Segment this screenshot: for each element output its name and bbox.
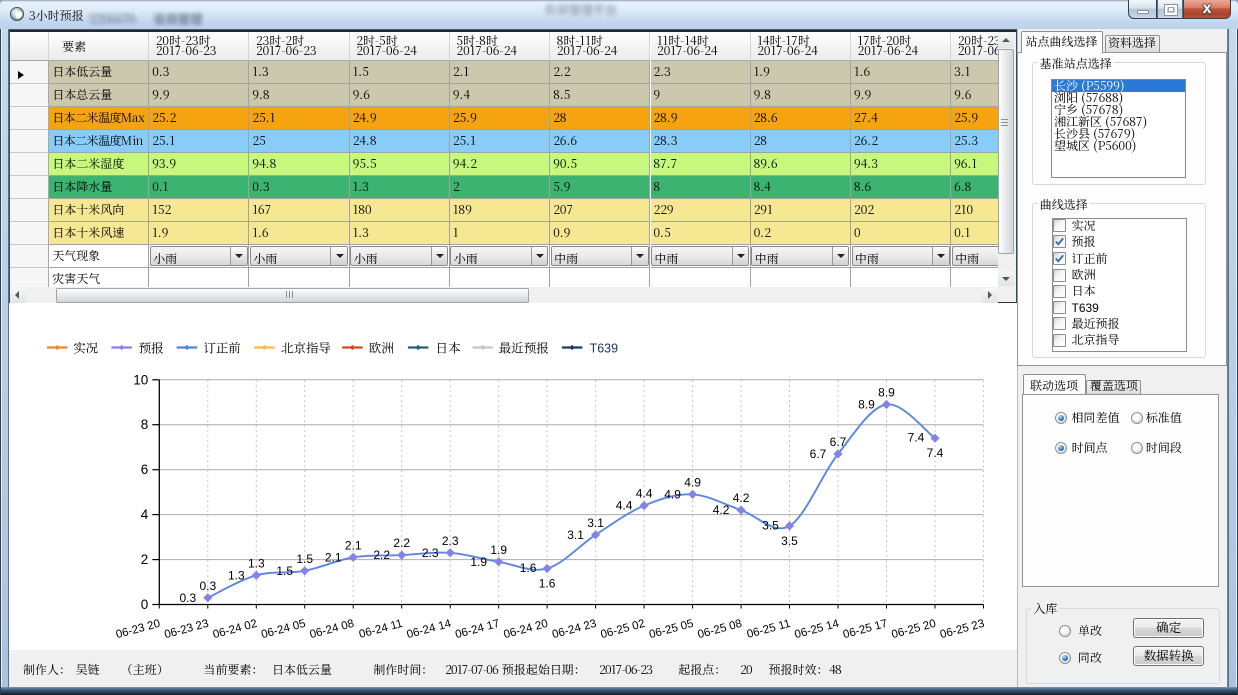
svg-text:8.9: 8.9 [858, 398, 875, 412]
svg-text:4.9: 4.9 [684, 475, 701, 489]
svg-text:北京指导: 北京指导 [281, 339, 331, 357]
svg-text:4.2: 4.2 [733, 491, 750, 505]
svg-text:2.2: 2.2 [373, 548, 390, 562]
svg-text:0.3: 0.3 [199, 579, 216, 593]
svg-text:2.1: 2.1 [325, 550, 342, 564]
svg-text:4: 4 [141, 507, 149, 522]
svg-text:日本: 日本 [436, 339, 462, 357]
svg-text:8: 8 [141, 417, 149, 432]
svg-text:预报: 预报 [139, 339, 165, 357]
svg-text:1.3: 1.3 [248, 556, 265, 570]
svg-text:4.4: 4.4 [636, 487, 653, 501]
svg-text:T639: T639 [590, 342, 619, 356]
svg-text:2: 2 [141, 552, 149, 567]
svg-text:2.2: 2.2 [393, 536, 410, 550]
svg-text:7.4: 7.4 [908, 431, 925, 445]
svg-text:1.9: 1.9 [490, 543, 507, 557]
svg-text:7.4: 7.4 [927, 446, 944, 460]
svg-text:3.1: 3.1 [587, 516, 604, 530]
svg-text:3.5: 3.5 [781, 534, 798, 548]
svg-text:0: 0 [141, 597, 149, 612]
svg-text:4.9: 4.9 [664, 487, 681, 501]
svg-text:4.4: 4.4 [616, 499, 633, 513]
svg-text:8.9: 8.9 [878, 386, 895, 400]
svg-text:实况: 实况 [73, 339, 98, 357]
svg-text:3.5: 3.5 [762, 518, 779, 532]
svg-text:1.6: 1.6 [539, 577, 556, 591]
svg-text:6.7: 6.7 [830, 435, 847, 449]
svg-text:0.3: 0.3 [179, 591, 196, 605]
svg-text:2.3: 2.3 [442, 534, 459, 548]
svg-text:1.3: 1.3 [228, 568, 245, 582]
svg-text:欧洲: 欧洲 [369, 339, 394, 357]
svg-text:2.1: 2.1 [345, 538, 362, 552]
svg-text:2.3: 2.3 [422, 546, 439, 560]
svg-text:6.7: 6.7 [810, 447, 827, 461]
svg-text:最近预报: 最近预报 [499, 339, 550, 357]
svg-text:6: 6 [141, 462, 149, 477]
svg-text:1.6: 1.6 [520, 561, 537, 575]
svg-text:3.1: 3.1 [567, 528, 584, 542]
svg-text:4.2: 4.2 [713, 503, 730, 517]
svg-text:1.9: 1.9 [470, 555, 487, 569]
svg-text:10: 10 [133, 372, 148, 387]
svg-text:1.5: 1.5 [296, 552, 313, 566]
svg-text:1.5: 1.5 [276, 564, 293, 578]
svg-text:订正前: 订正前 [203, 339, 241, 357]
